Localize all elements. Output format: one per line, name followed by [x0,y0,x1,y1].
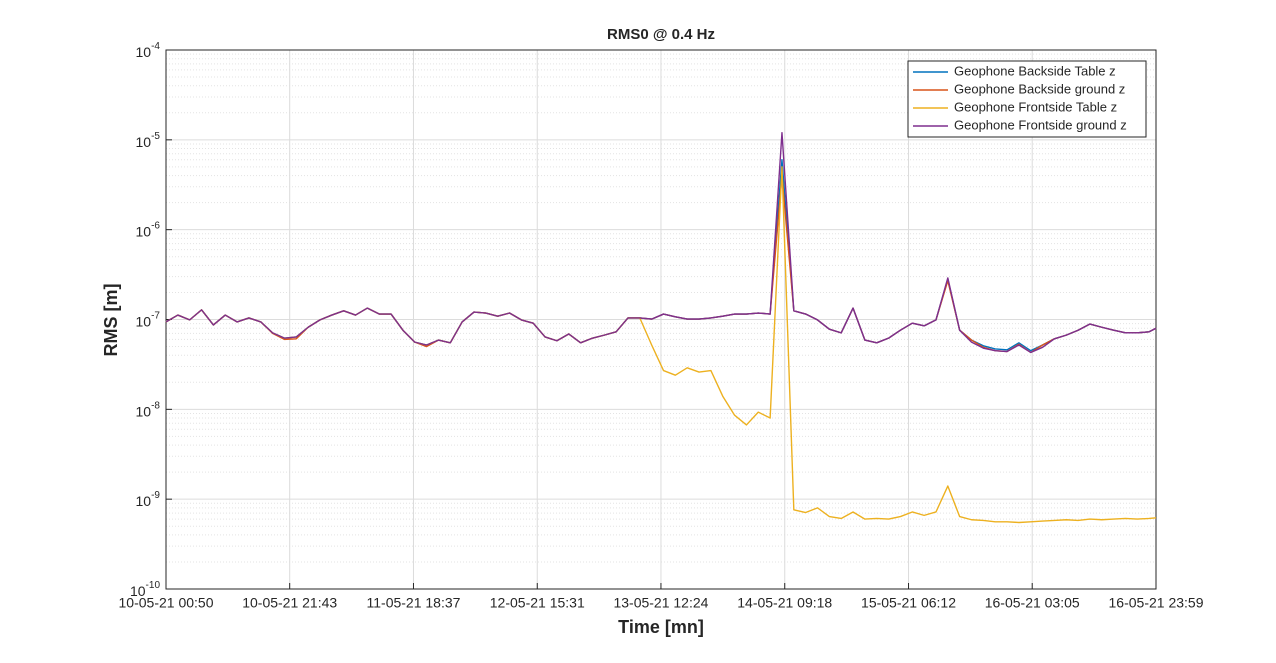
legend-label: Geophone Frontside Table z [954,99,1117,114]
legend-label: Geophone Backside ground z [954,81,1125,96]
x-axis-label: Time [mn] [618,617,704,637]
axes-frame [165,49,1157,590]
y-tick-label: 10-7 [136,310,161,329]
x-tick-label: 16-05-21 03:05 [985,595,1080,611]
x-tick-label: 12-05-21 15:31 [490,595,585,611]
legend-label: Geophone Frontside ground z [954,117,1127,132]
x-tick-label: 10-05-21 00:50 [119,595,214,611]
y-tick-label: 10-10 [130,580,160,599]
x-tick-label: 10-05-21 21:43 [242,595,337,611]
x-tick-label: 13-05-21 12:24 [613,595,708,611]
x-tick-label: 14-05-21 09:18 [737,595,832,611]
x-tick-label: 16-05-21 23:59 [1109,595,1204,611]
y-tick-label: 10-9 [136,490,161,509]
series-line [165,132,1157,354]
y-tick-label: 10-8 [136,400,161,419]
x-tick-label: 11-05-21 18:37 [367,595,461,611]
y-tick-label: 10-6 [136,220,161,239]
legend-box [907,60,1147,138]
y-tick-label: 10-4 [136,41,161,60]
y-tick-label: 10-5 [136,130,161,149]
x-tick-label: 15-05-21 06:12 [861,595,956,611]
legend-label: Geophone Backside Table z [954,63,1116,78]
chart-title: RMS0 @ 0.4 Hz [607,26,715,43]
y-axis-label: RMS [m] [101,284,121,357]
